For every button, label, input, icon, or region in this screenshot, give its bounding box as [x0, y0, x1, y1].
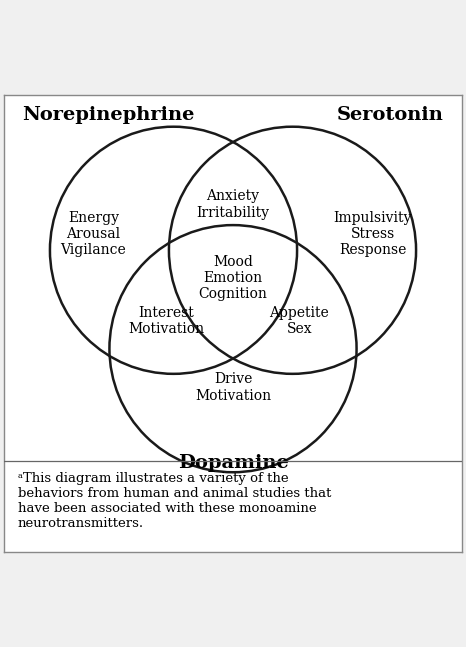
Text: Appetite
Sex: Appetite Sex — [269, 306, 329, 336]
Text: Serotonin: Serotonin — [336, 106, 444, 124]
Text: Mood
Emotion
Cognition: Mood Emotion Cognition — [199, 254, 267, 301]
Text: Dopamine: Dopamine — [178, 454, 288, 472]
Text: Drive
Motivation: Drive Motivation — [195, 373, 271, 402]
Text: Anxiety
Irritability: Anxiety Irritability — [197, 190, 269, 219]
Text: Energy
Arousal
Vigilance: Energy Arousal Vigilance — [61, 211, 126, 258]
Text: ᵃThis diagram illustrates a variety of the
behaviors from human and animal studi: ᵃThis diagram illustrates a variety of t… — [18, 472, 331, 531]
Text: Impulsivity
Stress
Response: Impulsivity Stress Response — [333, 211, 412, 258]
Text: Norepinephrine: Norepinephrine — [22, 106, 195, 124]
Text: Interest
Motivation: Interest Motivation — [129, 306, 205, 336]
